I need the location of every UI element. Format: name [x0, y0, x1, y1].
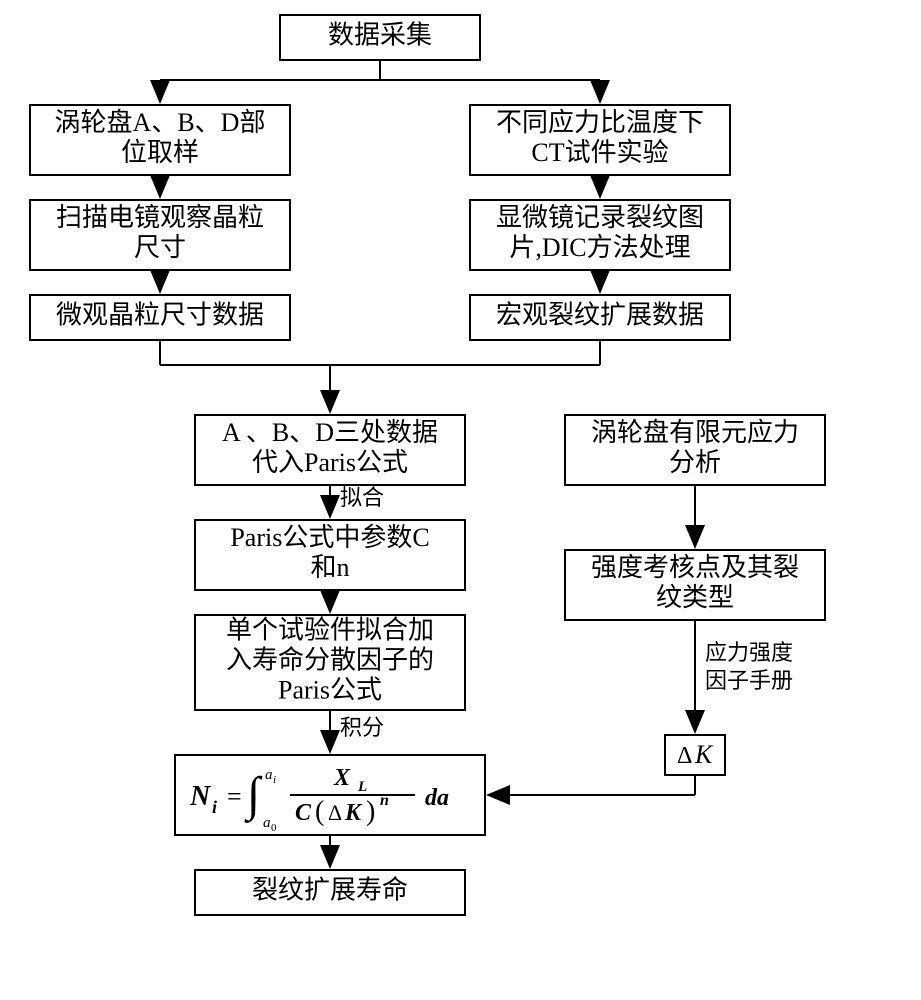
node-l3-text: 微观晶粒尺寸数据 — [56, 300, 264, 329]
svg-text:i: i — [273, 774, 276, 786]
svg-text:i: i — [212, 797, 217, 817]
svg-text:a: a — [263, 815, 271, 831]
node-r2-text: 片,DIC方法处理 — [509, 233, 690, 262]
edge-label: 因子手册 — [705, 668, 793, 693]
node-m3-text: Paris公式 — [278, 675, 382, 704]
svg-text:0: 0 — [271, 822, 277, 834]
node-m1-text: A 、B、D三处数据 — [222, 418, 438, 447]
node-rr2-text: 纹类型 — [656, 583, 734, 612]
svg-text:Δ: Δ — [677, 743, 692, 769]
svg-text:X: X — [333, 765, 351, 791]
node-r1-text: CT试件实验 — [531, 138, 668, 167]
node-l2-text: 扫描电镜观察晶粒 — [56, 203, 264, 232]
svg-text:n: n — [380, 792, 389, 809]
node-m3-text: 入寿命分散因子的 — [226, 645, 434, 674]
node-l2-text: 尺寸 — [134, 233, 186, 262]
node-m5-text: 裂纹扩展寿命 — [252, 875, 408, 904]
node-r1-text: 不同应力比温度下 — [496, 108, 704, 137]
node-root-text: 数据采集 — [328, 20, 432, 49]
node-l1-text: 位取样 — [121, 138, 199, 167]
node-m1-text: 代入Paris公式 — [252, 448, 408, 477]
node-rr2-text: 强度考核点及其裂 — [591, 553, 799, 582]
svg-text:K: K — [694, 740, 714, 769]
node-m3-text: 单个试验件拟合加 — [226, 616, 434, 645]
edge-label: 应力强度 — [705, 640, 793, 665]
node-l1-text: 涡轮盘A、B、D部 — [55, 108, 266, 137]
node-rr1-text: 涡轮盘有限元应力 — [591, 418, 799, 447]
svg-text:(: ( — [315, 796, 324, 827]
edge-label: 拟合 — [340, 485, 384, 510]
node-r3-text: 宏观裂纹扩展数据 — [496, 300, 704, 329]
svg-text:L: L — [357, 779, 367, 795]
svg-text:K: K — [344, 800, 363, 826]
node-m2-text: 和n — [310, 553, 349, 582]
svg-text:N: N — [189, 781, 212, 812]
svg-text:Δ: Δ — [328, 800, 342, 825]
edge-label: 积分 — [340, 715, 384, 740]
node-m2-text: Paris公式中参数C — [230, 523, 429, 552]
svg-text:=: = — [227, 782, 242, 811]
svg-text:C: C — [295, 800, 312, 826]
node-r2-text: 显微镜记录裂纹图 — [496, 203, 704, 232]
svg-text:a: a — [265, 767, 273, 783]
svg-text:∫: ∫ — [244, 768, 263, 823]
svg-text:): ) — [366, 796, 375, 827]
svg-text:da: da — [425, 785, 449, 811]
node-rr1-text: 分析 — [669, 448, 721, 477]
